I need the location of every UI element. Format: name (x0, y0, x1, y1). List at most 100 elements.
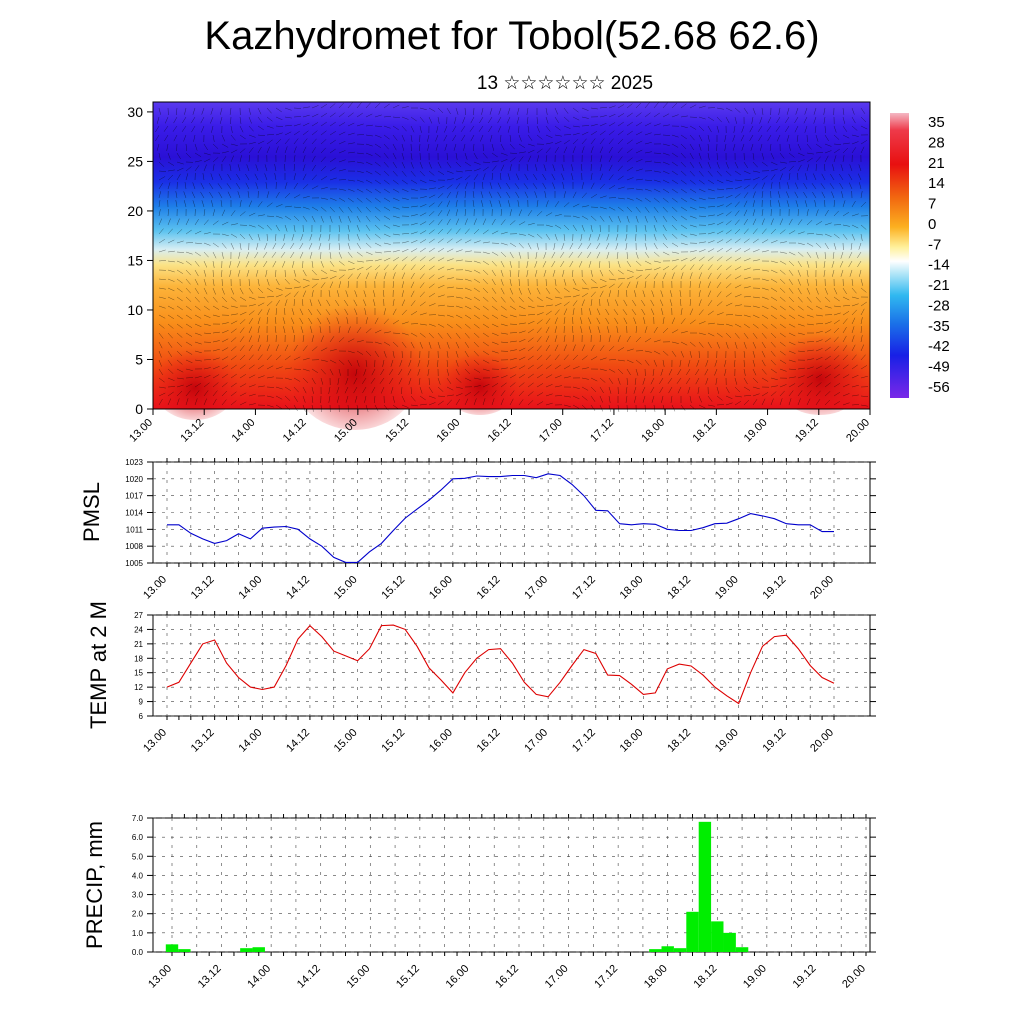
x-tick-label: 13.00 (146, 963, 174, 991)
y-tick-label: 15 (134, 669, 143, 678)
colorbar (890, 113, 909, 398)
y-tick-label: 9 (139, 698, 144, 707)
panel-frame (152, 614, 871, 717)
y-tick-label: 5 (135, 351, 143, 367)
x-tick-label: 15.12 (379, 574, 407, 602)
y-tick-label: 18 (134, 654, 143, 663)
y-tick-label: 0.0 (132, 948, 144, 957)
y-tick-label: 24 (134, 625, 143, 634)
x-tick-label: 18.00 (618, 574, 646, 602)
y-tick-label: 1005 (125, 559, 143, 568)
colorbar-label: -49 (928, 359, 950, 376)
x-tick-label: 16.00 (444, 963, 472, 991)
y-tick-label: 21 (134, 640, 143, 649)
precip-bar (711, 921, 724, 952)
x-tick-label: 15.00 (332, 727, 360, 755)
y-axis-label: TEMP at 2 M (86, 601, 111, 729)
panel-frame (152, 817, 871, 953)
colorbar-label: -35 (928, 318, 950, 335)
colorbar-label: 14 (928, 175, 945, 192)
y-tick-label: 30 (127, 104, 143, 120)
x-tick-label: 14.12 (284, 727, 312, 755)
x-tick-label: 18.12 (665, 574, 693, 602)
precip-bar (673, 948, 687, 952)
precip-bar (165, 944, 179, 952)
y-axis-label: PMSL (79, 482, 104, 542)
x-tick-label: 19.12 (761, 574, 789, 602)
x-tick-label: 18.00 (639, 417, 667, 445)
precip-bar (686, 911, 699, 952)
y-tick-label: 2.0 (132, 910, 144, 919)
y-tick-label: 20 (127, 203, 143, 219)
precip-bar (240, 948, 253, 952)
colorbar-label: -14 (928, 257, 950, 274)
y-tick-label: 3.0 (132, 891, 144, 900)
x-tick-label: 20.00 (808, 574, 836, 602)
x-tick-label: 14.00 (236, 727, 264, 755)
colorbar-label: 35 (928, 114, 945, 131)
series-line (166, 624, 835, 705)
x-tick-label: 17.12 (570, 574, 598, 602)
y-tick-label: 0 (135, 401, 143, 417)
colorbar-label: 0 (928, 216, 936, 233)
x-tick-label: 14.00 (236, 574, 264, 602)
wind-barbs (155, 102, 869, 413)
x-tick-label: 19.12 (793, 417, 821, 445)
x-tick-label: 19.00 (713, 574, 741, 602)
x-tick-label: 13.00 (141, 727, 169, 755)
x-tick-label: 15.00 (332, 574, 360, 602)
y-tick-label: 1008 (125, 542, 143, 551)
colorbar-label: -21 (928, 277, 950, 294)
precip-bar (735, 947, 749, 952)
colorbar-label: 28 (928, 134, 945, 151)
y-axis-label: PRECIP, mm (82, 821, 107, 949)
x-tick-label: 17.00 (522, 727, 550, 755)
x-tick-label: 19.12 (761, 727, 789, 755)
y-tick-label: 7.0 (132, 814, 144, 823)
x-tick-label: 17.00 (522, 574, 550, 602)
precip-bar (723, 932, 736, 952)
x-tick-label: 16.00 (427, 574, 455, 602)
y-tick-label: 25 (127, 153, 143, 169)
x-tick-label: 18.00 (618, 727, 646, 755)
y-tick-label: 4.0 (132, 871, 144, 880)
heatmap-warm-core (285, 290, 425, 430)
x-tick-label: 17.12 (592, 963, 620, 991)
x-tick-label: 13.12 (178, 417, 206, 445)
x-tick-label: 18.12 (665, 727, 693, 755)
y-tick-label: 1017 (125, 492, 143, 501)
x-tick-label: 14.00 (245, 963, 273, 991)
y-tick-label: 10 (127, 302, 143, 318)
x-tick-label: 16.12 (475, 727, 503, 755)
y-tick-label: 5.0 (132, 852, 144, 861)
x-tick-label: 19.00 (713, 727, 741, 755)
heatmap-warm-core (150, 340, 240, 420)
x-tick-label: 16.00 (427, 727, 455, 755)
y-tick-label: 6 (139, 712, 144, 721)
series-line (167, 473, 834, 563)
x-tick-label: 13.12 (189, 574, 217, 602)
precip-bar (649, 949, 662, 952)
x-tick-label: 14.12 (281, 417, 309, 445)
y-tick-label: 1023 (125, 458, 143, 467)
x-tick-label: 20.00 (808, 727, 836, 755)
colorbar-label: -28 (928, 297, 950, 314)
x-tick-label: 19.00 (741, 963, 769, 991)
y-tick-label: 27 (134, 611, 143, 620)
x-tick-label: 16.00 (434, 417, 462, 445)
x-tick-label: 15.00 (344, 963, 372, 991)
x-tick-label: 15.12 (379, 727, 407, 755)
y-tick-label: 6.0 (132, 833, 144, 842)
x-tick-label: 18.12 (691, 417, 719, 445)
x-tick-label: 13.00 (141, 574, 169, 602)
x-tick-label: 19.12 (791, 963, 819, 991)
precip-bar (698, 821, 712, 952)
x-tick-label: 15.12 (394, 963, 422, 991)
x-tick-label: 16.12 (486, 417, 514, 445)
y-tick-label: 1.0 (132, 929, 144, 938)
chart-title: Kazhydromet for Tobol(52.68 62.6) (204, 14, 820, 58)
colorbar-label: 7 (928, 196, 936, 213)
panel-frame (152, 461, 871, 564)
x-tick-label: 18.00 (642, 963, 670, 991)
